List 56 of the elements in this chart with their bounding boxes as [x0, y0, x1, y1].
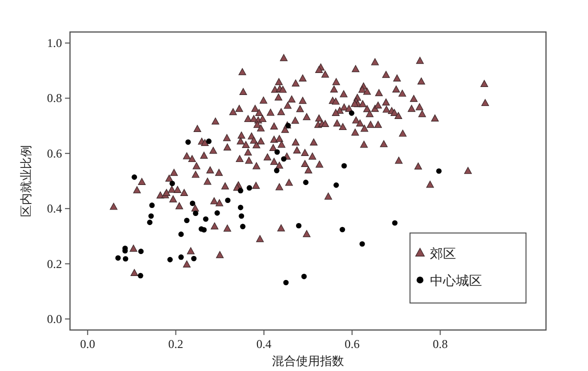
point [184, 218, 190, 224]
y-tick-label: 1.0 [47, 36, 62, 50]
point [274, 149, 280, 155]
point [203, 216, 208, 222]
point [190, 200, 196, 206]
x-axis-title: 混合使用指数 [272, 354, 344, 368]
y-tick-label: 0.0 [47, 312, 62, 326]
x-tick-label: 0.0 [80, 337, 96, 351]
y-tick-label: 0.6 [47, 146, 62, 160]
point [178, 232, 184, 237]
point [138, 272, 144, 278]
point [122, 256, 128, 262]
point [436, 168, 442, 174]
point [283, 280, 289, 286]
point [303, 180, 309, 186]
point [238, 213, 244, 219]
point [201, 227, 207, 233]
point [178, 254, 184, 260]
point [115, 255, 121, 261]
point [132, 174, 138, 180]
legend-label: 郊区 [430, 246, 456, 261]
point [240, 224, 246, 230]
x-tick-label: 0.6 [344, 337, 360, 351]
point [296, 222, 302, 228]
point [340, 226, 346, 232]
point [138, 248, 144, 254]
x-tick-label: 0.2 [168, 337, 184, 351]
point [192, 210, 198, 216]
point [301, 274, 307, 280]
point [281, 156, 286, 162]
y-axis-title: 区内就业比例 [19, 145, 33, 217]
point [191, 256, 197, 262]
x-tick-label: 0.4 [256, 337, 272, 351]
point [214, 210, 220, 216]
point [392, 220, 398, 226]
y-tick-label: 0.4 [47, 202, 62, 216]
point [206, 138, 212, 144]
y-tick-label: 0.8 [47, 91, 62, 106]
point [225, 198, 231, 204]
point [238, 204, 244, 210]
point [185, 139, 191, 145]
point [238, 188, 244, 194]
point [170, 180, 175, 186]
point [333, 182, 339, 188]
point [246, 185, 252, 191]
y-tick-label: 0.2 [47, 256, 62, 271]
x-tick-label: 0.8 [432, 337, 448, 351]
point [341, 163, 347, 169]
legend-label: 中心城区 [430, 273, 482, 288]
point [167, 256, 173, 262]
point [147, 220, 152, 226]
point [149, 202, 155, 208]
point [359, 241, 365, 247]
point [148, 213, 154, 219]
point [348, 110, 354, 116]
point [274, 168, 280, 174]
